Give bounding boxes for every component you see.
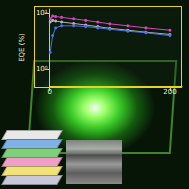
svg-text:200: 200	[163, 88, 176, 96]
svg-text:0: 0	[47, 88, 51, 96]
svg-text:10⁰: 10⁰	[36, 65, 48, 73]
svg-text:EQE (%): EQE (%)	[18, 33, 26, 62]
svg-text:10¹: 10¹	[36, 9, 48, 17]
